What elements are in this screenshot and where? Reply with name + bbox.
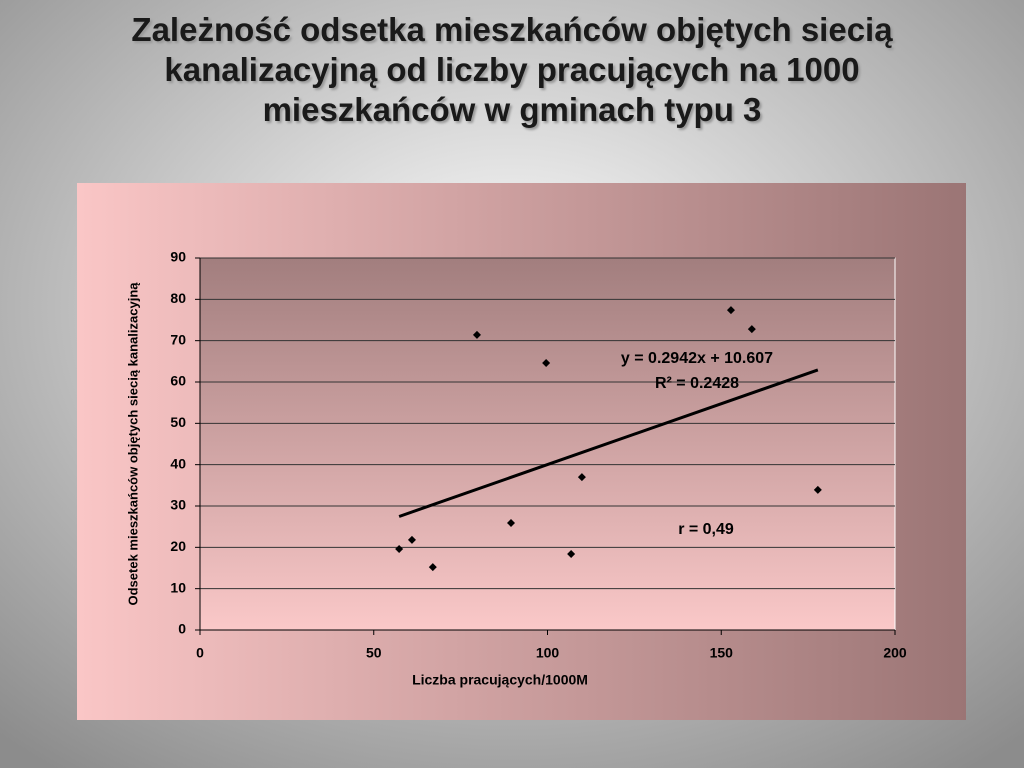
data-point	[747, 325, 756, 334]
y-tick-label: 0	[178, 621, 186, 637]
data-point	[577, 473, 586, 482]
slide-title: Zależność odsetka mieszkańców objętych s…	[131, 11, 893, 128]
plot-area	[199, 257, 896, 631]
y-axis-label: Odsetek mieszkańców objętych siecią kana…	[125, 282, 140, 606]
data-point	[567, 549, 576, 558]
x-tick-label: 0	[196, 645, 204, 661]
title-box: Zależność odsetka mieszkańców objętych s…	[131, 11, 893, 128]
x-tick-label: 100	[536, 645, 560, 661]
trendline-equation: y = 0.2942x + 10.607	[621, 350, 773, 367]
data-point	[472, 330, 481, 339]
data-point	[542, 358, 551, 367]
y-tick-label: 70	[170, 331, 186, 347]
x-axis-label: Liczba pracujących/1000M	[412, 672, 588, 688]
data-point	[507, 518, 516, 527]
data-point	[726, 306, 735, 315]
y-tick-label: 90	[170, 249, 186, 265]
trendline	[398, 368, 819, 518]
y-tick-label: 40	[170, 455, 186, 471]
data-point	[407, 535, 416, 544]
x-tick-label: 50	[366, 645, 382, 661]
data-point	[428, 563, 437, 572]
x-tick-label: 150	[710, 645, 734, 661]
y-tick-label: 60	[170, 373, 186, 389]
y-tick-label: 80	[170, 290, 186, 306]
data-point	[395, 544, 404, 553]
y-tick-label: 30	[170, 497, 186, 513]
y-tick-label: 20	[170, 538, 186, 554]
y-tick-label: 10	[170, 579, 186, 595]
data-point	[813, 485, 822, 494]
annotation: r = 0,49	[678, 521, 734, 538]
x-tick-label: 200	[883, 645, 907, 661]
y-tick-label: 50	[170, 414, 186, 430]
trendline-r2: R² = 0.2428	[655, 375, 739, 392]
